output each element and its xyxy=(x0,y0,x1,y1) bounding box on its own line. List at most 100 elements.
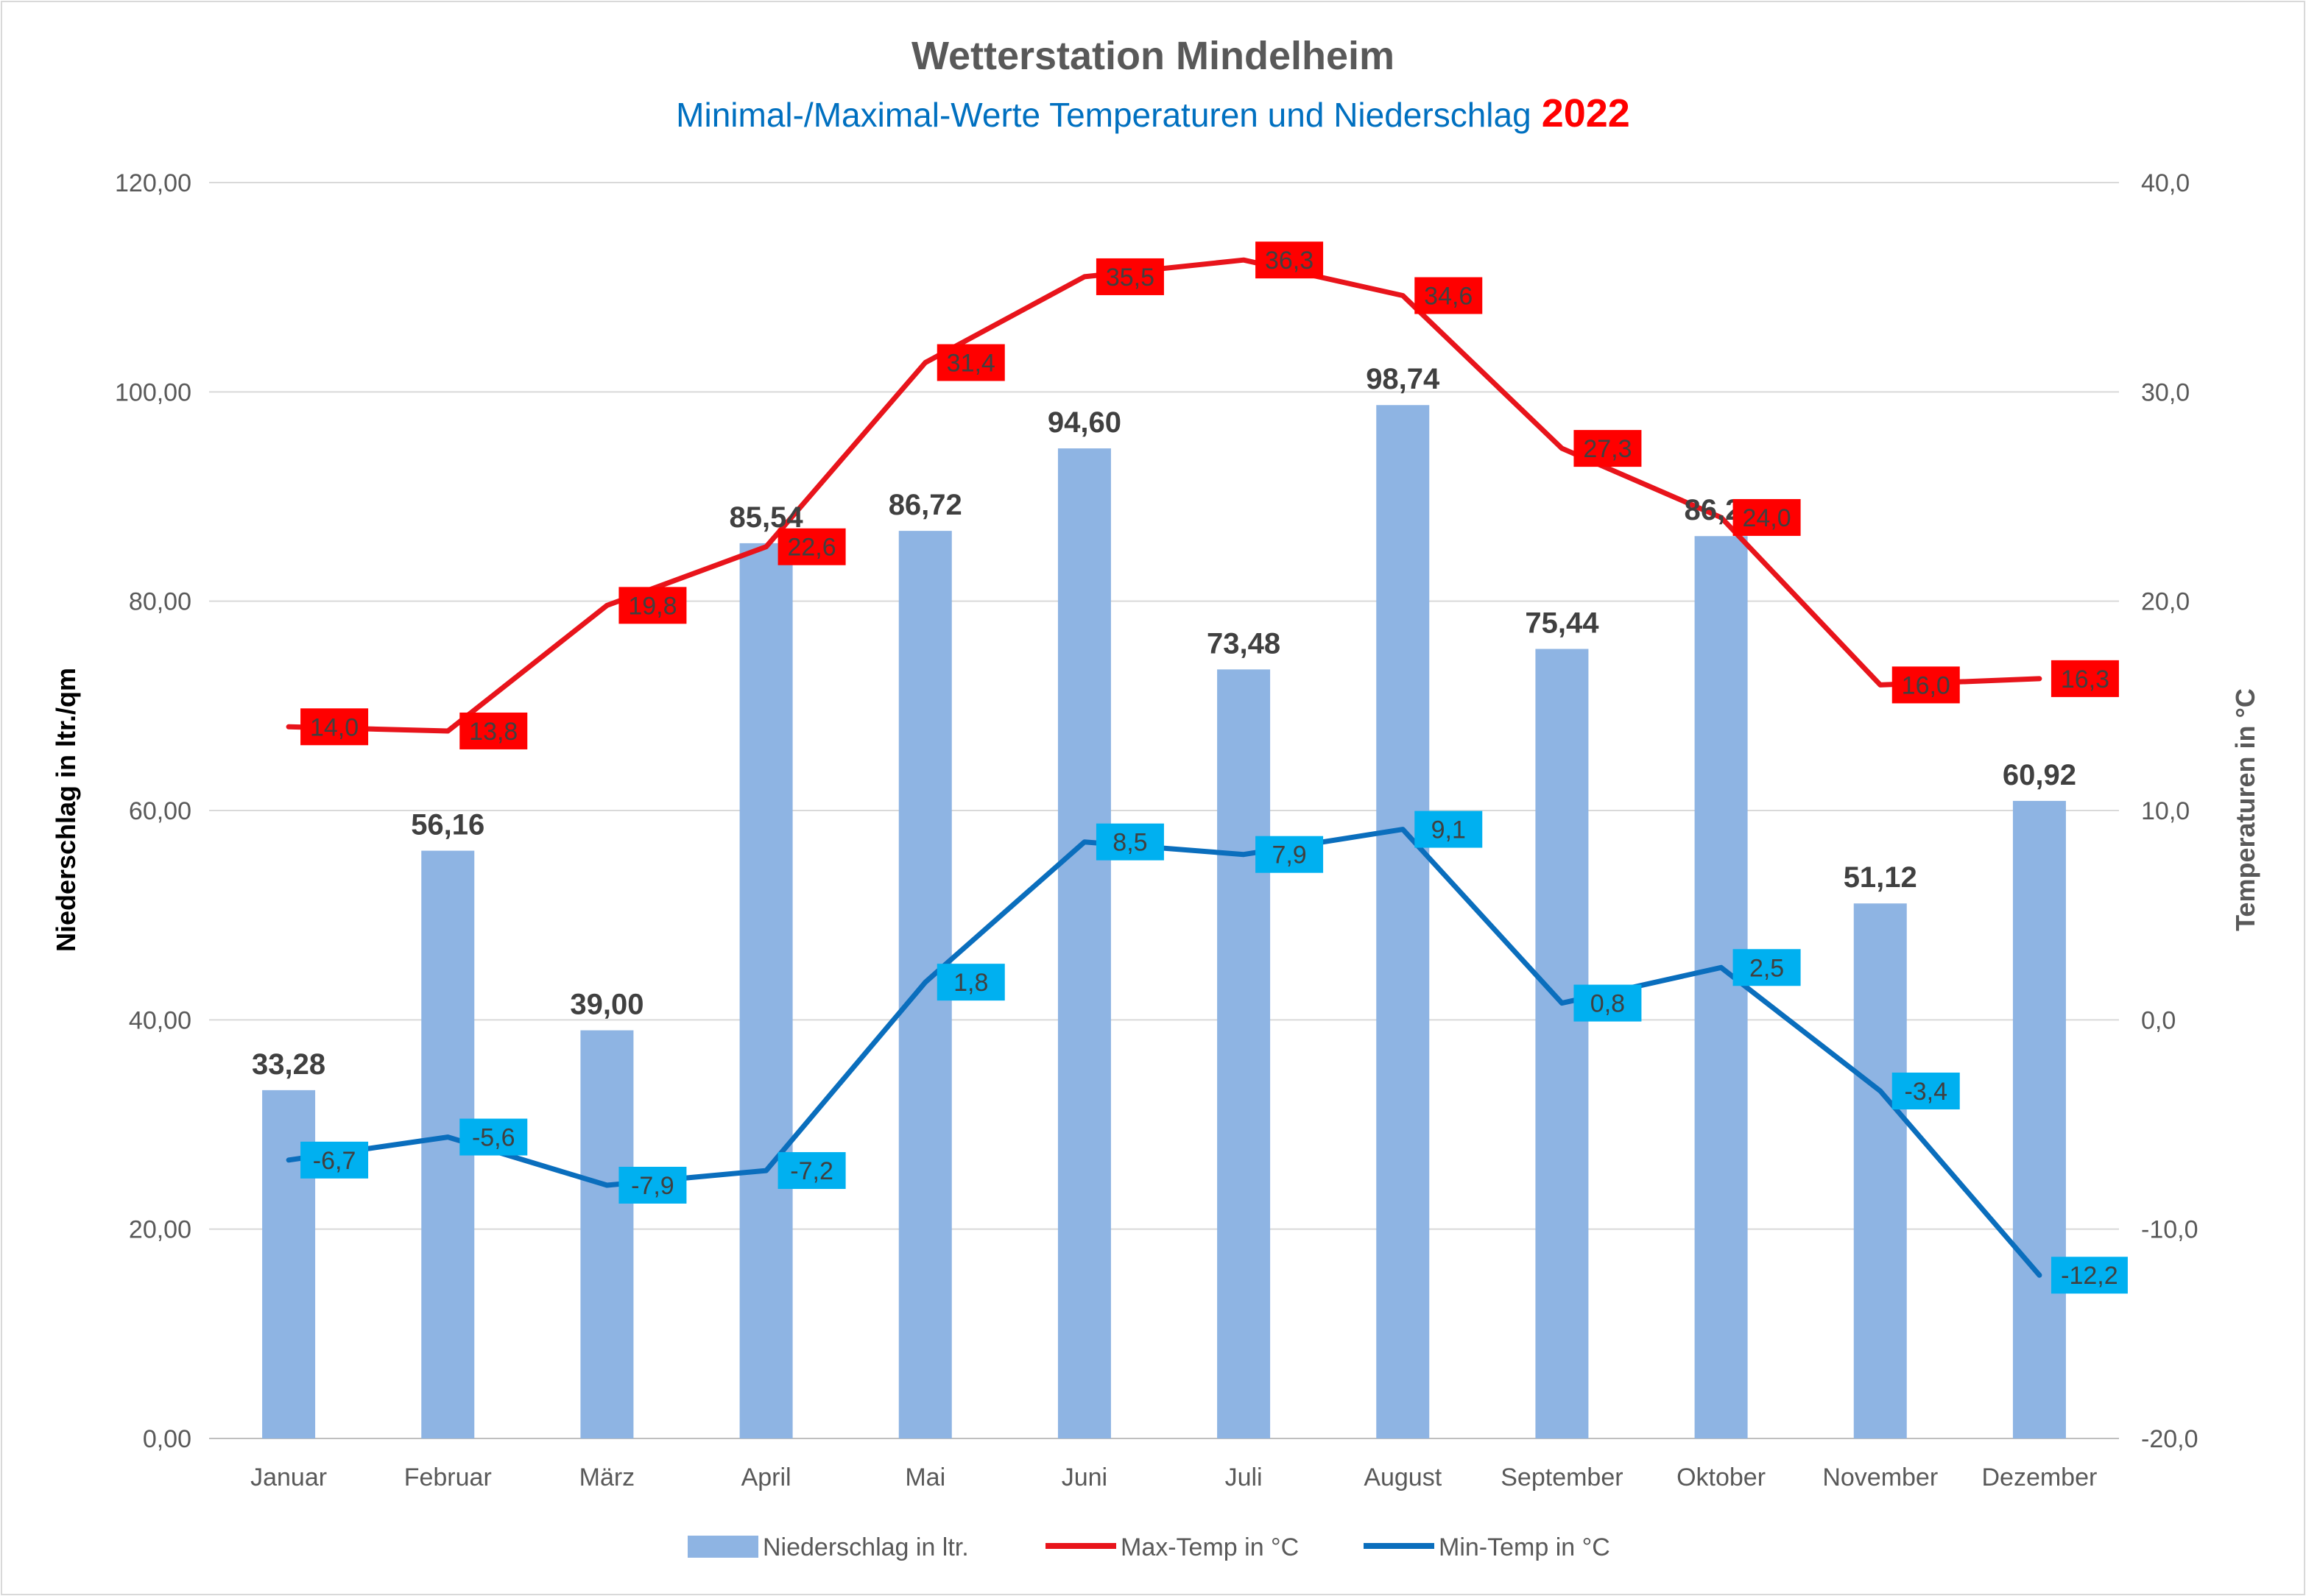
min-temp-label: -7,2 xyxy=(790,1157,833,1185)
x-tick-label: Dezember xyxy=(1981,1463,2097,1491)
left-tick-label: 100,00 xyxy=(115,378,191,406)
bar xyxy=(580,1030,634,1438)
chart-title: Wetterstation Mindelheim xyxy=(912,34,1394,78)
bar-value-label: 39,00 xyxy=(570,989,644,1021)
right-axis-title: Temperaturen in °C xyxy=(2230,688,2260,931)
bar-value-label: 86,72 xyxy=(889,489,962,521)
x-tick-label: Mai xyxy=(905,1463,945,1491)
bar-value-label: 98,74 xyxy=(1366,363,1440,395)
min-temp-label-box xyxy=(778,1152,846,1190)
left-tick-label: 80,00 xyxy=(129,588,191,616)
max-temp-label-box xyxy=(1891,666,1960,704)
max-temp-label: 19,8 xyxy=(628,592,677,620)
max-temp-label: 16,0 xyxy=(1902,671,1950,699)
bar-labels: 33,28 56,16 39,00 85,54 86,72 94,60 73,48 98,74… xyxy=(252,363,2076,1081)
right-axis-ticks: -20,0 -10,0 0,0 10,0 20,0 30,0 40,0 xyxy=(2141,169,2199,1453)
right-tick-label: 40,0 xyxy=(2141,169,2190,197)
x-tick-label: März xyxy=(579,1463,635,1491)
min-temp-label-box xyxy=(937,964,1005,1001)
x-tick-label: April xyxy=(741,1463,791,1491)
min-temp-label: -5,6 xyxy=(472,1124,515,1152)
bar xyxy=(1057,448,1111,1439)
max-temp-label-box xyxy=(618,587,687,624)
max-temp-line xyxy=(286,257,2042,734)
min-temp-label-box xyxy=(1096,823,1164,861)
left-tick-label: 20,00 xyxy=(129,1216,191,1244)
left-tick-label: 40,00 xyxy=(129,1006,191,1034)
gridlines xyxy=(209,182,2119,1439)
bar-value-label: 75,44 xyxy=(1525,607,1599,639)
min-temp-label: 9,1 xyxy=(1431,816,1466,844)
lines xyxy=(286,257,2042,1278)
min-temp-label-box xyxy=(1732,949,1801,986)
left-axis-ticks: 0,00 20,00 40,00 60,00 80,00 100,00 120,00 xyxy=(115,169,191,1453)
max-temp-label: 22,6 xyxy=(787,534,836,562)
bar xyxy=(1535,649,1589,1439)
left-tick-label: 120,00 xyxy=(115,169,191,197)
max-temp-label: 27,3 xyxy=(1583,435,1632,463)
max-temp-label-box xyxy=(937,344,1005,381)
max-temp-label: 36,3 xyxy=(1265,247,1314,275)
min-temp-label: -12,2 xyxy=(2061,1262,2118,1290)
x-tick-label: Juli xyxy=(1225,1463,1263,1491)
point-labels: 14,0 13,8 19,8 22,6 31,4 35,5 36,3 34,6 27,3 24,0… xyxy=(300,241,2128,1294)
min-temp-label: 2,5 xyxy=(1749,954,1784,982)
bar xyxy=(1217,669,1271,1438)
min-temp-label: 8,5 xyxy=(1113,829,1147,857)
max-temp-label-box xyxy=(300,708,369,746)
left-tick-label: 60,00 xyxy=(129,797,191,825)
bar xyxy=(1376,405,1430,1438)
chart-subtitle: Minimal-/Maximal-Werte Temperaturen und … xyxy=(676,91,1630,135)
max-temp-label: 31,4 xyxy=(947,350,995,378)
x-tick-label: September xyxy=(1501,1463,1623,1491)
right-tick-label: -10,0 xyxy=(2141,1216,2199,1244)
right-tick-label: 30,0 xyxy=(2141,378,2190,406)
min-temp-label-box xyxy=(459,1118,528,1156)
left-tick-label: 0,00 xyxy=(143,1425,191,1453)
min-temp-label: 0,8 xyxy=(1590,990,1625,1018)
max-temp-label-box xyxy=(1255,241,1324,279)
right-tick-label: -20,0 xyxy=(2141,1425,2199,1453)
min-temp-label-box xyxy=(618,1166,687,1204)
min-temp-label-box xyxy=(1573,984,1642,1022)
bar-value-label: 85,54 xyxy=(730,501,804,534)
legend-label-max-temp: Max-Temp in °C xyxy=(1121,1533,1299,1561)
max-temp-label-box xyxy=(1096,258,1164,295)
bar-value-label: 51,12 xyxy=(1844,861,1917,894)
legend-label-niederschlag: Niederschlag in ltr. xyxy=(763,1533,969,1561)
right-tick-label: 0,0 xyxy=(2141,1006,2176,1034)
legend-swatch-niederschlag xyxy=(688,1536,758,1558)
max-temp-label-box xyxy=(2051,660,2119,697)
bar-value-label: 73,48 xyxy=(1207,627,1280,660)
min-temp-label: -3,4 xyxy=(1904,1078,1947,1106)
x-tick-label: Februar xyxy=(404,1463,492,1491)
bar-value-label: 94,60 xyxy=(1048,406,1121,439)
bar-value-label: 56,16 xyxy=(411,809,484,841)
chart-subtitle-text: Minimal-/Maximal-Werte Temperaturen und … xyxy=(676,96,1531,134)
max-temp-label: 14,0 xyxy=(310,713,359,741)
max-temp-label: 24,0 xyxy=(1742,504,1791,532)
x-axis-ticks: Januar Februar März April Mai Juni Juli August S… xyxy=(250,1463,2097,1491)
max-temp-label-box xyxy=(1414,277,1483,314)
max-temp-label: 34,6 xyxy=(1424,283,1473,311)
bar xyxy=(2012,800,2066,1438)
min-temp-label-box xyxy=(1414,811,1483,848)
right-tick-label: 10,0 xyxy=(2141,797,2190,825)
max-temp-label: 13,8 xyxy=(469,718,518,746)
max-temp-label: 35,5 xyxy=(1106,264,1154,292)
max-temp-label-box xyxy=(1732,498,1801,536)
x-tick-label: Juni xyxy=(1062,1463,1107,1491)
legend: Niederschlag in ltr. Max-Temp in °C Min-… xyxy=(688,1533,1610,1561)
min-temp-label: -6,7 xyxy=(313,1147,356,1175)
x-tick-label: Oktober xyxy=(1676,1463,1766,1491)
min-temp-label-box xyxy=(300,1141,369,1179)
min-temp-label-box xyxy=(2051,1257,2128,1294)
right-tick-label: 20,0 xyxy=(2141,588,2190,616)
chart-subtitle-year: 2022 xyxy=(1542,91,1630,135)
min-temp-label: -7,9 xyxy=(631,1172,674,1200)
bar-value-label: 33,28 xyxy=(252,1048,325,1081)
x-tick-label: Januar xyxy=(250,1463,327,1491)
legend-label-min-temp: Min-Temp in °C xyxy=(1439,1533,1610,1561)
